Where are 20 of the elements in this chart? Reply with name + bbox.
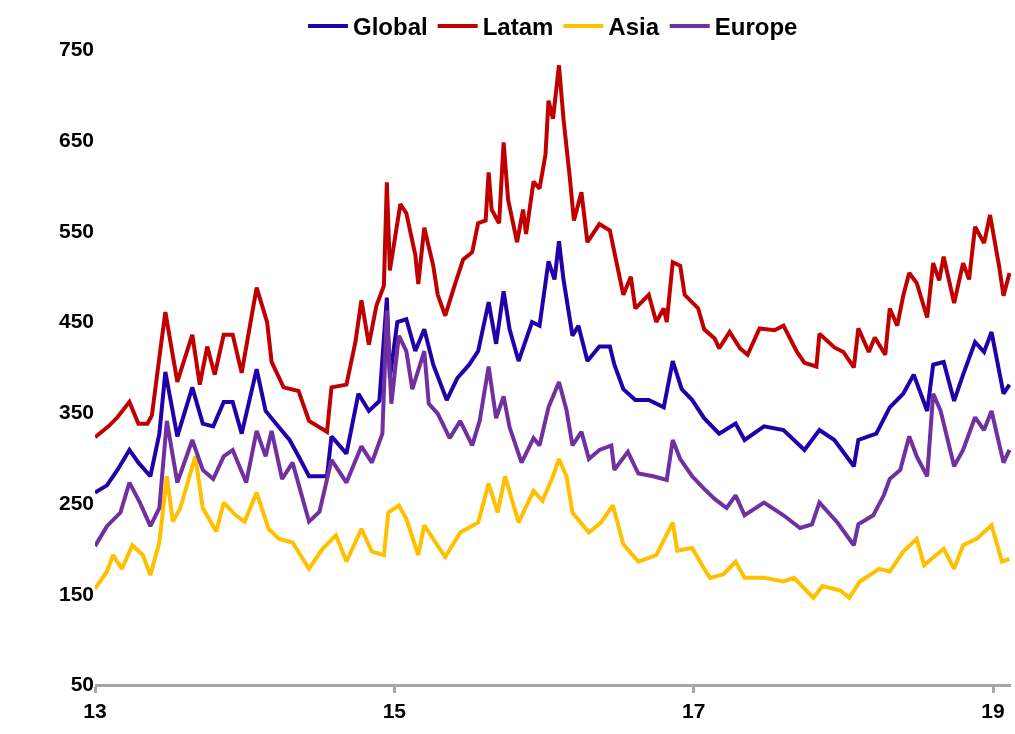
line-series [95,239,1011,495]
legend-label: Asia [608,13,660,41]
y-tick-label: 250 [58,490,94,514]
x-tick-label: 15 [382,699,407,723]
legend-label: Global [353,13,428,41]
y-tick-label: 650 [58,128,94,152]
x-tick-label: 19 [981,699,1005,723]
x-tick-label: 13 [83,699,107,723]
y-tick-label: 150 [58,581,94,605]
legend-label: Latam [482,13,554,41]
y-tick-label: 50 [70,672,94,696]
legend-label: Europe [714,13,798,41]
y-tick-label: 550 [58,218,94,242]
x-tick-label: 17 [682,699,706,723]
line-series [95,63,1011,440]
y-tick-label: 450 [58,309,94,333]
y-tick-label: 350 [58,400,94,424]
line-series [95,454,1011,600]
line-series [95,308,1011,549]
y-tick-label: 750 [58,37,94,61]
